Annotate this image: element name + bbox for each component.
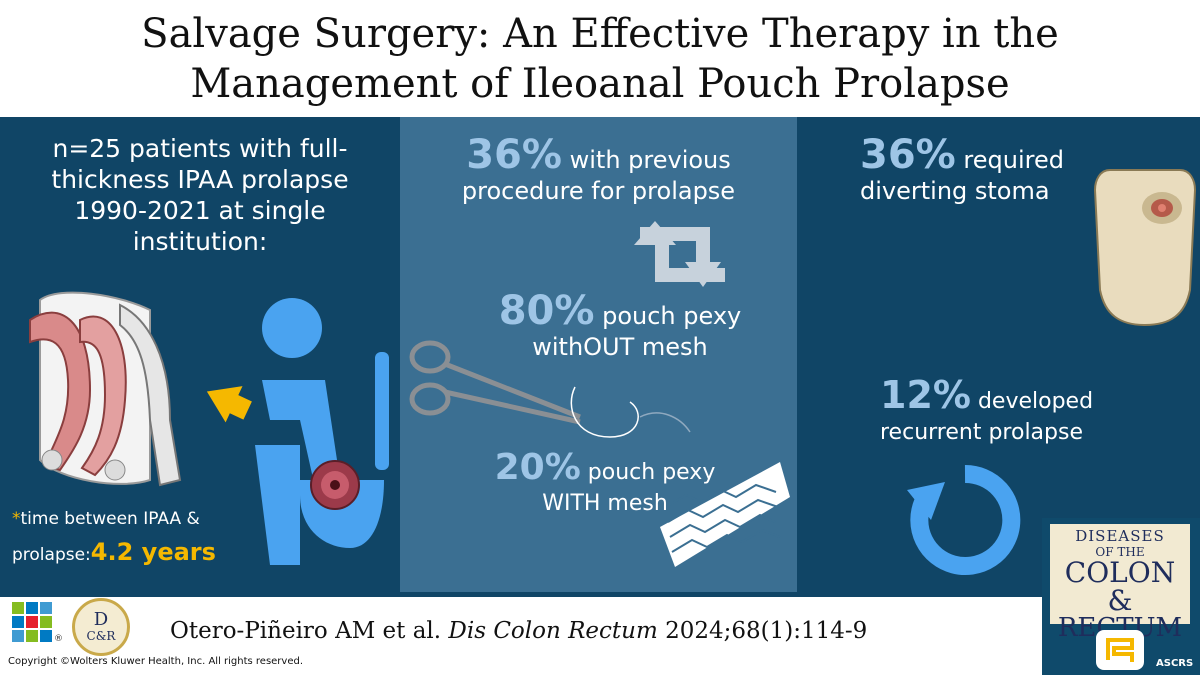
stat-text: developed — [977, 389, 1094, 414]
colon-icon — [1096, 630, 1144, 670]
stat-previous-procedure: 36% with previous procedure for prolapse — [400, 135, 797, 207]
stat-text: diverting stoma — [860, 177, 1050, 205]
stat-value: 12% — [880, 373, 971, 417]
stat-pexy-with-mesh: 20% pouch pexy WITH mesh — [455, 450, 755, 519]
stat-pexy-without-mesh: 80% pouch pexy withOUT mesh — [440, 291, 800, 363]
stat-value: 36% — [860, 132, 956, 178]
middle-illustrations — [409, 221, 790, 567]
ostomy-bag-icon — [1093, 169, 1197, 327]
citation-reference: 2024;68(1):114-9 — [665, 618, 868, 644]
stat-value: 80% — [498, 288, 595, 334]
monogram-bottom: C&R — [86, 629, 116, 643]
cohort-line-2: thickness IPAA prolapse — [51, 165, 349, 194]
scissors-icon — [409, 340, 581, 425]
wolters-kluwer-logo — [12, 602, 52, 642]
journal-wordmark: DISEASES OF THE COLON & RECTUM — [1050, 524, 1190, 641]
dcr-monogram-logo: D C&R — [72, 598, 130, 656]
wordmark-line-2: OF THE — [1095, 545, 1145, 559]
citation-journal: Dis Colon Rectum — [448, 618, 658, 644]
stat-text: pouch pexy — [602, 302, 742, 330]
copyright-notice: Copyright ©Wolters Kluwer Health, Inc. A… — [8, 656, 304, 667]
stat-recurrent-prolapse: 12% developed recurrent prolapse — [880, 376, 1140, 448]
infographic-title: Salvage Surgery: An Effective Therapy in… — [0, 0, 1200, 117]
pelvic-anatomy-illustration — [29, 291, 182, 487]
asterisk: * — [12, 509, 21, 529]
citation: Otero-Piñeiro AM et al. Dis Colon Rectum… — [170, 618, 1050, 644]
toilet-person-icon — [255, 298, 389, 565]
cohort-line-4: institution: — [132, 227, 268, 256]
cohort-line-1: n=25 patients with full- — [52, 134, 348, 163]
stat-text: with previous — [569, 146, 731, 174]
wordmark-line-3: COLON & — [1064, 556, 1176, 617]
ascrs-label: ASCRS — [1156, 658, 1194, 669]
suture-thread-icon — [570, 386, 691, 438]
left-illustrations — [29, 291, 389, 565]
time-value: 4.2 years — [90, 538, 216, 566]
mesh-icon — [660, 462, 790, 567]
citation-authors: Otero-Piñeiro AM et al. — [170, 618, 442, 644]
arrow-right-icon — [206, 386, 252, 423]
stat-text: WITH mesh — [542, 491, 668, 516]
stat-value: 36% — [466, 132, 562, 178]
stat-diverting-stoma: 36% required diverting stoma — [860, 135, 1150, 207]
cohort-description: n=25 patients with full- thickness IPAA … — [20, 133, 380, 257]
wordmark-line-1: DISEASES — [1075, 527, 1165, 545]
repeat-icon — [634, 221, 725, 287]
time-note-line-2: prolapse: — [12, 545, 91, 565]
recurrence-arrow-icon — [907, 464, 1021, 575]
stat-text: pouch pexy — [587, 460, 716, 485]
stat-value: 20% — [494, 447, 581, 488]
title-line-2: Management of Ileoanal Pouch Prolapse — [190, 60, 1010, 107]
monogram-top: D — [93, 609, 109, 630]
cohort-line-3: 1990-2021 at single — [74, 196, 326, 225]
stat-text: required — [963, 146, 1064, 174]
time-to-prolapse-note: *time between IPAA & prolapse:4.2 years — [12, 503, 262, 572]
stat-text: procedure for prolapse — [461, 177, 736, 205]
title-line-1: Salvage Surgery: An Effective Therapy in… — [141, 10, 1059, 57]
stat-text: recurrent prolapse — [880, 420, 1083, 445]
stat-text: withOUT mesh — [532, 333, 708, 361]
time-note-line-1: time between IPAA & — [20, 509, 200, 529]
registered-mark: ® — [54, 634, 63, 644]
